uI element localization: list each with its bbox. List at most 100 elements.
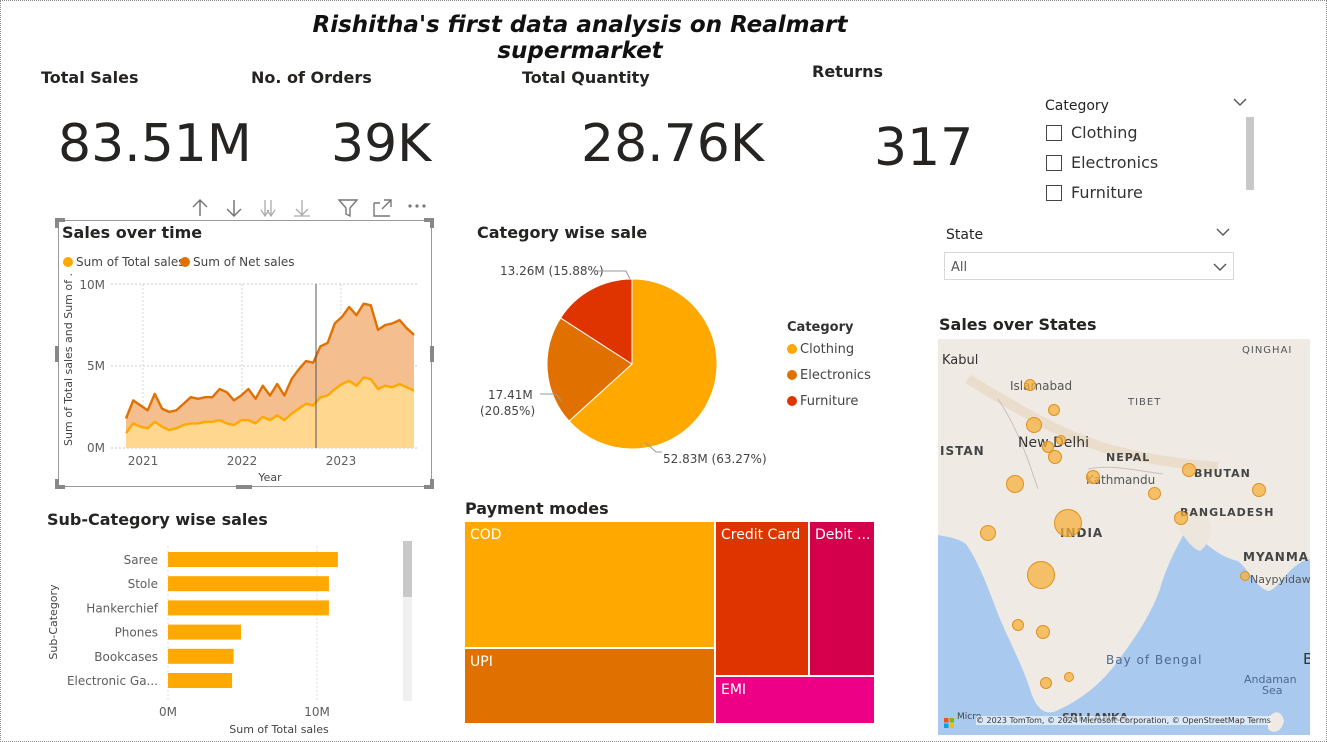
map-label: TIBET — [1128, 397, 1162, 408]
chevron-down-icon[interactable] — [1233, 96, 1247, 110]
y-tick-label: 10M — [79, 278, 105, 292]
map-bubble[interactable] — [1064, 672, 1074, 682]
map-bubble[interactable] — [1148, 487, 1161, 500]
payment-modes-title: Payment modes — [465, 499, 609, 518]
state-slicer-header: State — [946, 227, 984, 243]
subcategory-scroll-track[interactable] — [403, 541, 412, 701]
map-bubble[interactable] — [1012, 619, 1024, 631]
pie-legend-clothing[interactable]: Clothing — [787, 342, 854, 357]
map-bubble[interactable] — [1054, 509, 1082, 537]
treemap-cell-upi[interactable]: UPI — [464, 648, 715, 724]
resize-handle[interactable] — [55, 218, 59, 228]
resize-handle[interactable] — [424, 218, 434, 222]
bar-electronic-ga-[interactable] — [168, 673, 233, 688]
map-bubble[interactable] — [1036, 625, 1050, 639]
pie-legend-electronics[interactable]: Electronics — [787, 368, 871, 383]
sales-map[interactable]: Kabul Islamabad QINGHAI TIBET ISTAN New … — [938, 339, 1310, 735]
resize-handle[interactable] — [236, 485, 252, 489]
map-bubble[interactable] — [1026, 417, 1042, 433]
x-axis-title: Year — [257, 471, 282, 484]
sales-over-states-title: Sales over States — [939, 315, 1097, 334]
checkbox[interactable] — [1046, 154, 1062, 171]
treemap-label: Credit Card — [721, 527, 801, 543]
category-option-clothing[interactable]: Clothing — [1046, 123, 1138, 142]
arrow-down-icon[interactable] — [226, 200, 242, 218]
checkbox[interactable] — [1046, 124, 1062, 141]
legend-item-net-sales[interactable]: Sum of Net sales — [180, 255, 295, 269]
resize-handle[interactable] — [430, 218, 434, 228]
y-tick-label: 5M — [87, 359, 105, 373]
chevron-down-icon[interactable] — [1216, 226, 1230, 240]
map-bubble[interactable] — [1048, 404, 1060, 416]
returns-value: 317 — [874, 118, 974, 178]
map-bubble[interactable] — [1040, 677, 1052, 689]
legend-marker — [787, 396, 797, 406]
legend-item-total-sales[interactable]: Sum of Total sales — [63, 255, 185, 269]
map-bubble[interactable] — [980, 525, 996, 541]
pie-slice-clothing[interactable] — [568, 278, 718, 450]
pie-slice-furniture[interactable] — [559, 278, 633, 365]
pie-slice-electronics[interactable] — [546, 317, 633, 422]
double-arrow-down-icon[interactable] — [260, 200, 276, 218]
category-pie-chart[interactable] — [540, 272, 725, 457]
map-attribution[interactable]: © 2023 TomTom, © 2024 Microsoft Corporat… — [976, 716, 1271, 725]
subcategory-scrollbar[interactable] — [403, 541, 412, 597]
resize-handle[interactable] — [430, 479, 434, 489]
map-bubble[interactable] — [1086, 470, 1100, 484]
bar-stole[interactable] — [168, 576, 329, 592]
resize-handle[interactable] — [424, 485, 434, 489]
treemap-cell-emi[interactable]: EMI — [715, 676, 875, 724]
category-option-electronics[interactable]: Electronics — [1046, 153, 1158, 172]
legend-marker — [180, 257, 190, 267]
x-tick-label: 2023 — [326, 454, 357, 468]
more-options-icon[interactable] — [408, 204, 426, 208]
map-bubble[interactable] — [1240, 571, 1250, 581]
map-label: Islamabad — [1010, 379, 1073, 393]
map-bubble[interactable] — [1182, 463, 1196, 477]
legend-marker — [63, 257, 73, 267]
resize-handle[interactable] — [55, 485, 65, 489]
map-bubble[interactable] — [1174, 511, 1188, 525]
subcategory-bar-chart[interactable]: Sub-Category 0M 10M Sum of Total sales S… — [44, 540, 394, 740]
resize-handle[interactable] — [430, 346, 434, 362]
map-label: BHUTAN — [1194, 467, 1251, 480]
bar-saree[interactable] — [168, 552, 338, 567]
bar-hankerchief[interactable] — [168, 600, 329, 616]
pie-label-electronics: 17.41M — [488, 388, 533, 402]
map-bubble[interactable] — [1027, 561, 1055, 589]
treemap-cell-credit-card[interactable]: Credit Card — [715, 521, 809, 676]
series-line-0[interactable] — [124, 302, 415, 419]
bar-category-label: Electronic Ga... — [67, 674, 158, 688]
total-sales-label: Total Sales — [41, 68, 139, 87]
category-option-furniture[interactable]: Furniture — [1046, 183, 1143, 202]
bar-phones[interactable] — [168, 624, 241, 640]
subcategory-title: Sub-Category wise sales — [47, 510, 268, 529]
treemap-cell-debit[interactable]: Debit ... — [809, 521, 875, 676]
bar-category-label: Stole — [128, 577, 158, 591]
map-bubble[interactable] — [1024, 379, 1036, 391]
sales-over-time-chart[interactable]: Sum of Total sales and Sum of ... 10M 5M… — [59, 272, 431, 484]
map-label: Bay of Bengal — [1106, 653, 1203, 667]
map-bubble[interactable] — [1252, 483, 1266, 497]
bar-category-label: Hankerchief — [86, 601, 158, 615]
category-slicer-scrollbar[interactable] — [1246, 117, 1254, 190]
resize-handle[interactable] — [55, 346, 59, 362]
pie-legend-furniture[interactable]: Furniture — [787, 394, 858, 409]
map-bubble[interactable] — [1048, 450, 1062, 464]
state-dropdown[interactable]: All — [944, 252, 1234, 280]
map-bubble[interactable] — [1056, 435, 1066, 445]
arrow-up-icon[interactable] — [192, 198, 208, 216]
resize-handle[interactable] — [55, 218, 65, 222]
map-bubble[interactable] — [1006, 475, 1024, 493]
checkbox[interactable] — [1046, 184, 1062, 201]
x-tick-label: 10M — [304, 705, 330, 719]
focus-mode-icon[interactable] — [373, 199, 392, 217]
x-tick-label: 0M — [159, 705, 177, 719]
filter-icon[interactable] — [337, 199, 359, 218]
series-line-1[interactable] — [125, 376, 415, 434]
treemap-cell-cod[interactable]: COD — [464, 521, 715, 648]
bar-category-label: Saree — [124, 553, 158, 567]
expand-hierarchy-icon[interactable] — [294, 200, 310, 217]
resize-handle[interactable] — [55, 479, 59, 489]
bar-bookcases[interactable] — [168, 648, 234, 664]
